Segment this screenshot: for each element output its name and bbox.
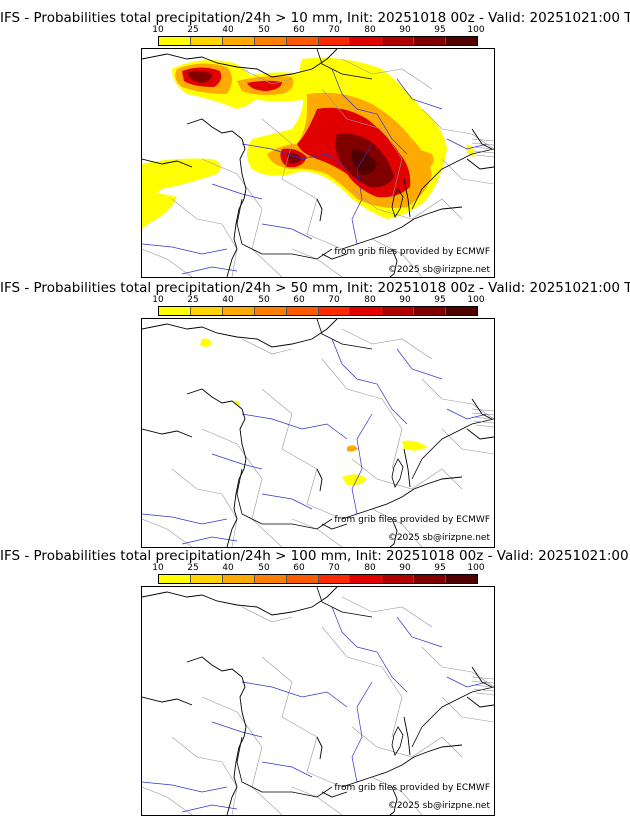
tick-label: 80 (364, 25, 376, 35)
tick-label: 25 (187, 295, 199, 305)
colorbar-segment (254, 575, 287, 583)
colorbar (158, 574, 478, 584)
tick-label: 80 (364, 295, 376, 305)
colorbar-segment (446, 307, 478, 315)
tick-label: 25 (187, 25, 199, 35)
colorbar-segment (190, 307, 223, 315)
colorbar-ticks: 10 25 40 50 60 70 80 90 95 100 (152, 295, 484, 306)
tick-label: 90 (399, 295, 411, 305)
panel-title: IFS - Probabilities total precipitation/… (0, 548, 630, 564)
colorbar-segment (414, 307, 447, 315)
colorbar-segment (286, 37, 319, 45)
tick-label: 70 (328, 295, 340, 305)
colorbar-segment (159, 307, 191, 315)
tick-label: 90 (399, 563, 411, 573)
tick-label: 90 (399, 25, 411, 35)
tick-label: 100 (467, 295, 485, 305)
tick-label: 10 (152, 25, 164, 35)
tick-label: 50 (258, 563, 270, 573)
probability-map: from grib files provided by ECMWF ©2025 … (141, 586, 495, 816)
colorbar-segment (382, 307, 415, 315)
credit-ecmwf: from grib files provided by ECMWF (334, 515, 490, 525)
colorbar-segment (190, 37, 223, 45)
credit-ecmwf: from grib files provided by ECMWF (334, 783, 490, 793)
colorbar (158, 306, 478, 316)
tick-label: 50 (258, 25, 270, 35)
tick-label: 40 (222, 295, 234, 305)
tick-label: 95 (434, 25, 446, 35)
colorbar-segment (446, 575, 478, 583)
colorbar-segment (254, 307, 287, 315)
colorbar-segment (318, 37, 351, 45)
credit-copyright: ©2025 sb@irizpne.net (387, 801, 490, 811)
colorbar-segment (318, 307, 351, 315)
colorbar-segment (222, 575, 255, 583)
tick-label: 80 (364, 563, 376, 573)
credit-copyright: ©2025 sb@irizpne.net (387, 533, 490, 543)
probability-map: from grib files provided by ECMWF ©2025 … (141, 48, 495, 278)
colorbar-ticks: 10 25 40 50 60 70 80 90 95 100 (152, 563, 484, 574)
colorbar-segment (350, 575, 383, 583)
tick-label: 60 (293, 563, 305, 573)
tick-label: 40 (222, 563, 234, 573)
tick-label: 70 (328, 25, 340, 35)
colorbar-segment (190, 575, 223, 583)
probability-map: from grib files provided by ECMWF ©2025 … (141, 318, 495, 548)
credit-ecmwf: from grib files provided by ECMWF (334, 247, 490, 257)
colorbar-segment (286, 575, 319, 583)
precip-shading (142, 57, 475, 229)
tick-label: 100 (467, 25, 485, 35)
colorbar-segment (318, 575, 351, 583)
tick-label: 60 (293, 25, 305, 35)
colorbar (158, 36, 478, 46)
colorbar-segment (159, 37, 191, 45)
colorbar-segment (446, 37, 478, 45)
tick-label: 95 (434, 563, 446, 573)
tick-label: 70 (328, 563, 340, 573)
colorbar-segment (286, 307, 319, 315)
colorbar-segment (159, 575, 191, 583)
panel-title: IFS - Probabilities total precipitation/… (0, 10, 630, 26)
colorbar-segment (254, 37, 287, 45)
credit-copyright: ©2025 sb@irizpne.net (387, 265, 490, 275)
colorbar-segment (414, 37, 447, 45)
colorbar-segment (350, 37, 383, 45)
colorbar-segment (222, 307, 255, 315)
colorbar-segment (350, 307, 383, 315)
tick-label: 50 (258, 295, 270, 305)
colorbar-ticks: 10 25 40 50 60 70 80 90 95 100 (152, 25, 484, 36)
colorbar-segment (414, 575, 447, 583)
colorbar-segment (382, 37, 415, 45)
colorbar-segment (222, 37, 255, 45)
tick-label: 25 (187, 563, 199, 573)
colorbar-segment (382, 575, 415, 583)
panel-title: IFS - Probabilities total precipitation/… (0, 280, 630, 296)
tick-label: 95 (434, 295, 446, 305)
precip-shading (200, 338, 427, 486)
tick-label: 60 (293, 295, 305, 305)
tick-label: 40 (222, 25, 234, 35)
tick-label: 10 (152, 563, 164, 573)
tick-label: 100 (467, 563, 485, 573)
tick-label: 10 (152, 295, 164, 305)
